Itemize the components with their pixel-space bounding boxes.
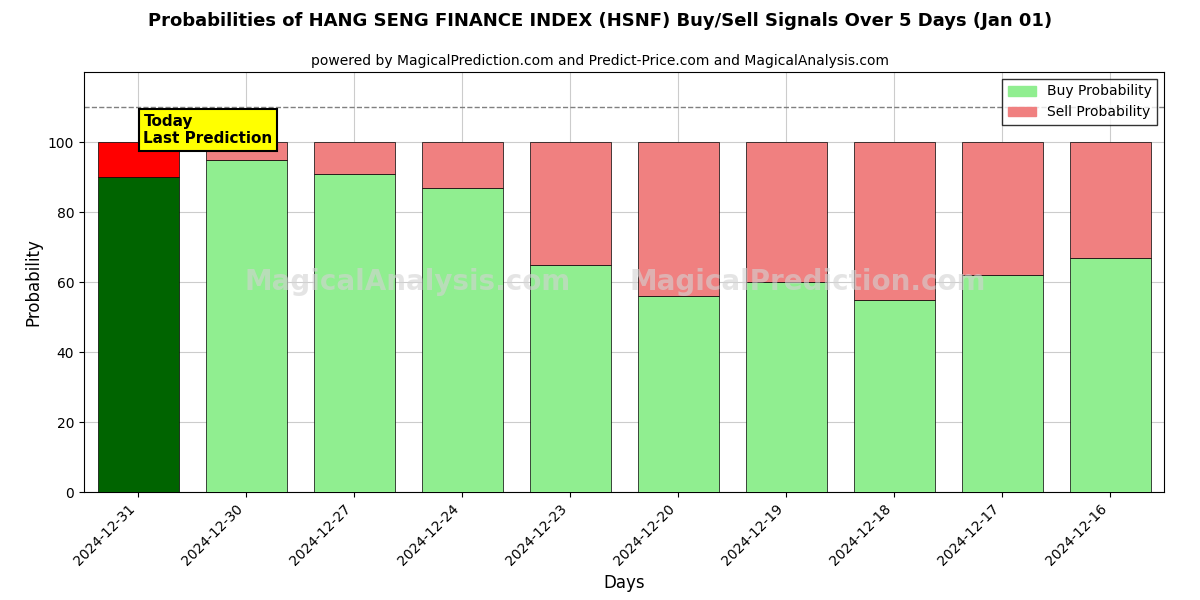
Text: Today
Last Prediction: Today Last Prediction: [144, 114, 272, 146]
Bar: [745, 142, 827, 282]
Bar: [1069, 142, 1151, 257]
Bar: [421, 142, 503, 187]
Bar: [637, 142, 719, 296]
Text: powered by MagicalPrediction.com and Predict-Price.com and MagicalAnalysis.com: powered by MagicalPrediction.com and Pre…: [311, 54, 889, 68]
Y-axis label: Probability: Probability: [24, 238, 42, 326]
Bar: [205, 160, 287, 492]
Bar: [313, 173, 395, 492]
Bar: [313, 142, 395, 173]
Text: MagicalAnalysis.com: MagicalAnalysis.com: [245, 268, 571, 296]
Bar: [1069, 257, 1151, 492]
Bar: [421, 187, 503, 492]
Bar: [853, 299, 935, 492]
Bar: [97, 142, 179, 177]
Bar: [745, 282, 827, 492]
Bar: [961, 275, 1043, 492]
Legend: Buy Probability, Sell Probability: Buy Probability, Sell Probability: [1002, 79, 1157, 125]
Bar: [637, 296, 719, 492]
Bar: [205, 142, 287, 160]
Bar: [97, 177, 179, 492]
Bar: [853, 142, 935, 299]
Bar: [961, 142, 1043, 275]
X-axis label: Days: Days: [604, 574, 644, 592]
Text: MagicalPrediction.com: MagicalPrediction.com: [629, 268, 986, 296]
Text: Probabilities of HANG SENG FINANCE INDEX (HSNF) Buy/Sell Signals Over 5 Days (Ja: Probabilities of HANG SENG FINANCE INDEX…: [148, 12, 1052, 30]
Bar: [529, 142, 611, 265]
Bar: [529, 265, 611, 492]
